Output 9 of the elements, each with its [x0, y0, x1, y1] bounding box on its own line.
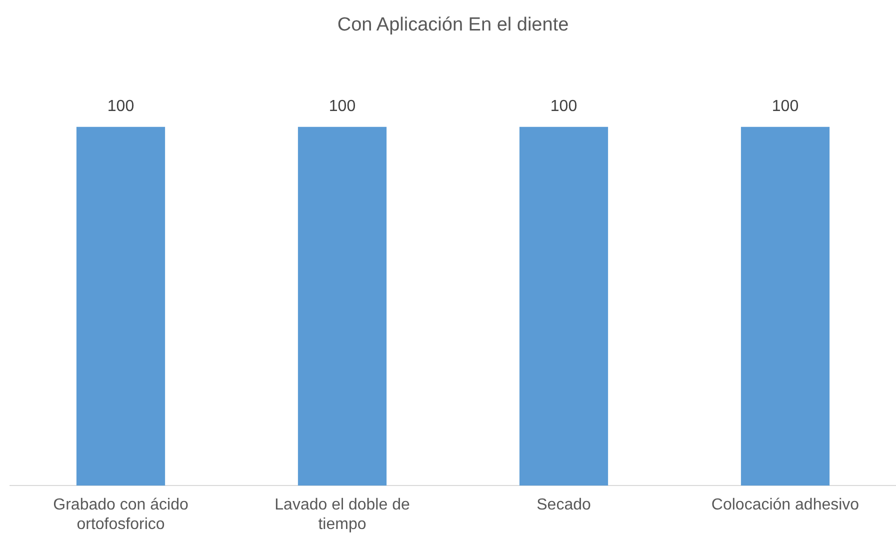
x-tick-label: Colocación adhesivo — [711, 496, 860, 514]
x-tick-label: Lavado el doble de tiempo — [274, 496, 410, 533]
data-label: 100 — [107, 98, 134, 116]
x-tick-label: Grabado con ácido ortofosforico — [53, 496, 188, 533]
chart-title: Con Aplicación En el diente — [337, 14, 569, 36]
data-label: 100 — [772, 98, 799, 116]
x-tick-label: Secado — [536, 496, 591, 514]
data-label: 100 — [328, 98, 356, 116]
data-label: 100 — [550, 98, 578, 116]
